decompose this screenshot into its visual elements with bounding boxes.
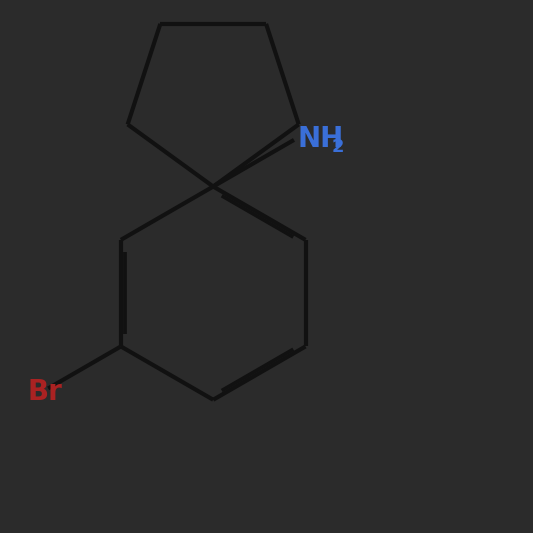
Text: 2: 2 — [332, 138, 344, 156]
Text: NH: NH — [297, 125, 344, 152]
Text: Br: Br — [27, 378, 62, 406]
